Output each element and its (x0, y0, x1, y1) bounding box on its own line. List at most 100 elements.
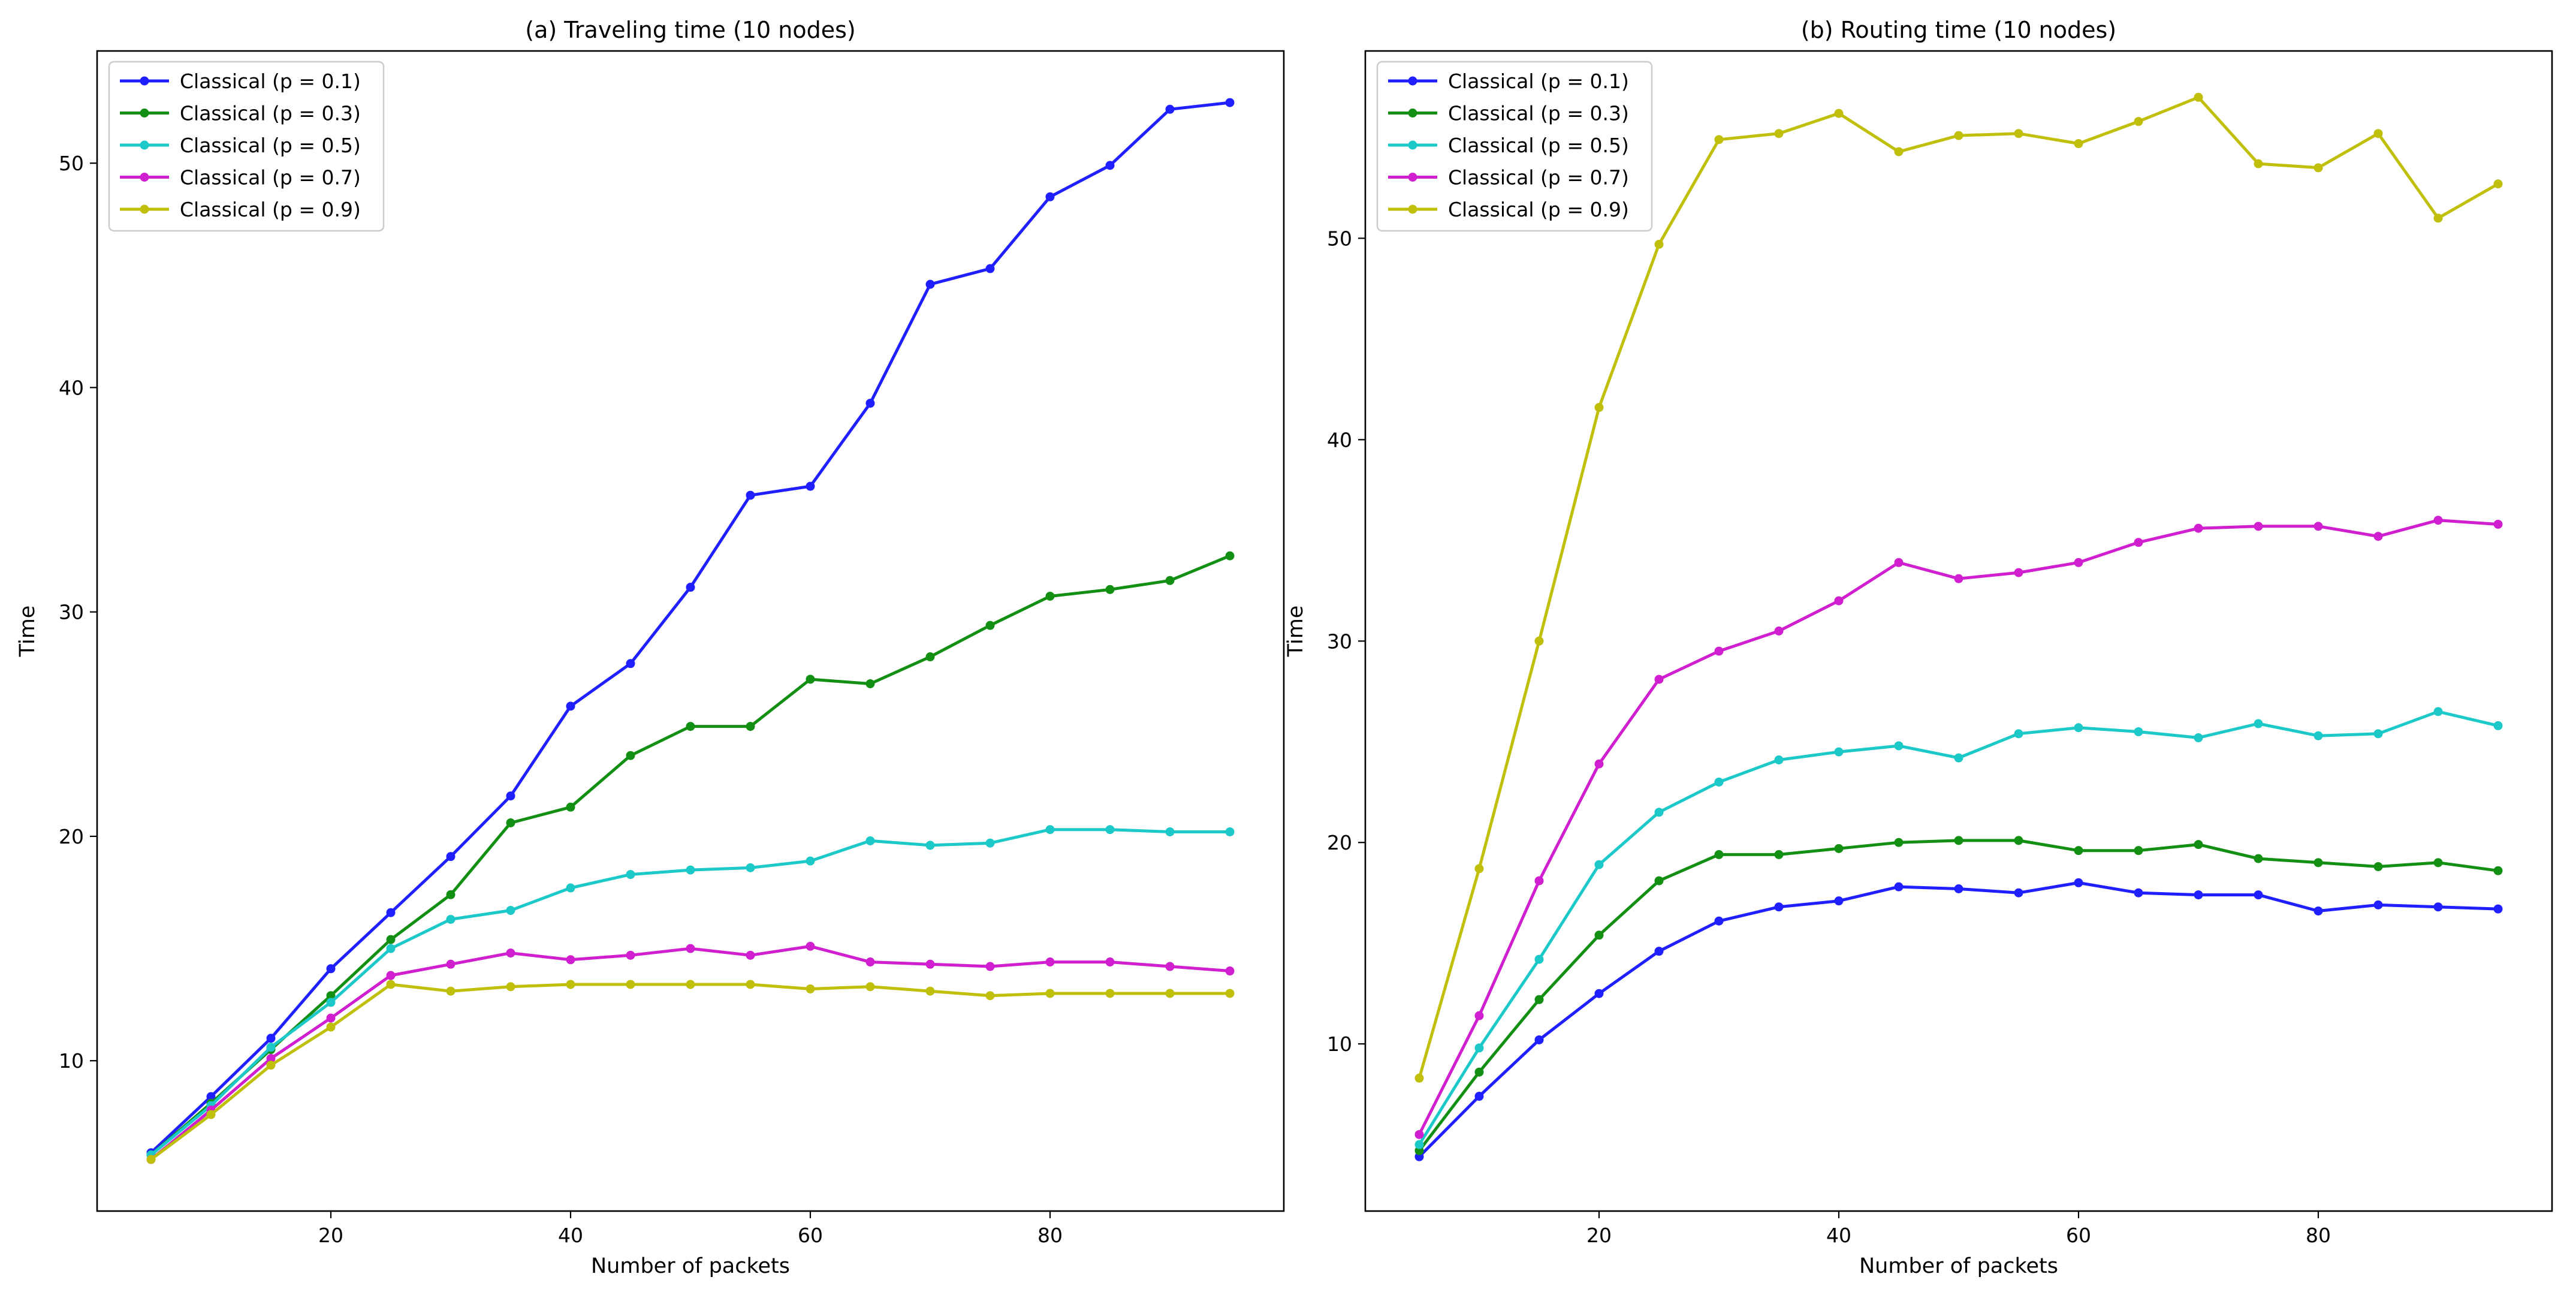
data-point-series-2 (2014, 836, 2023, 845)
legend-entry: Classical (p = 0.5) (180, 134, 361, 157)
x-tick-label: 80 (1037, 1224, 1063, 1247)
chart-title: (b) Routing time (10 nodes) (1801, 17, 2116, 43)
legend-swatch-marker (140, 204, 149, 214)
data-point-series-1 (506, 791, 515, 801)
data-point-series-1 (746, 490, 755, 500)
legend-entry: Classical (p = 0.5) (1448, 134, 1629, 157)
data-point-series-4 (2313, 522, 2323, 531)
chart-title: (a) Traveling time (10 nodes) (525, 17, 855, 43)
data-point-series-4 (2493, 519, 2503, 529)
data-point-series-2 (1654, 876, 1664, 886)
data-point-series-3 (566, 883, 575, 893)
data-point-series-4 (2194, 523, 2203, 533)
data-point-series-3 (686, 865, 695, 875)
legend-entry: Classical (p = 0.1) (1448, 70, 1629, 93)
chart-panel-a: (a) Traveling time (10 nodes) 20 40 60 80 10 2… (16, 17, 1285, 1278)
data-point-series-3 (2014, 729, 2023, 739)
data-point-series-4 (2254, 522, 2263, 531)
data-point-series-5 (506, 982, 515, 992)
data-point-series-5 (1045, 989, 1055, 998)
data-point-series-3 (1045, 825, 1055, 835)
data-point-series-5 (1474, 864, 1484, 874)
data-point-series-5 (985, 991, 995, 1001)
y-tick-label: 10 (1327, 1032, 1352, 1056)
data-point-series-2 (626, 751, 635, 760)
data-point-series-2 (1105, 585, 1115, 594)
data-point-series-1 (2313, 906, 2323, 915)
data-point-series-5 (566, 980, 575, 989)
x-tick-label: 20 (1586, 1224, 1612, 1247)
data-point-series-4 (985, 962, 995, 971)
data-point-series-2 (1225, 551, 1235, 561)
data-point-series-4 (1534, 876, 1544, 886)
x-tick-label: 60 (2066, 1224, 2091, 1247)
y-axis-label: Time (1284, 606, 1308, 658)
data-point-series-3 (266, 1043, 276, 1052)
data-point-series-4 (2373, 532, 2383, 541)
y-tick-label: 50 (59, 152, 84, 175)
data-point-series-1 (2254, 890, 2263, 900)
x-tick-label: 40 (1826, 1224, 1851, 1247)
data-point-series-5 (1414, 1073, 1424, 1083)
data-point-series-3 (2134, 727, 2143, 736)
data-point-series-3 (1714, 777, 1724, 787)
x-axis-label: Number of packets (591, 1254, 790, 1278)
data-point-series-3 (1165, 827, 1175, 836)
data-point-series-2 (1594, 930, 1604, 940)
data-point-series-2 (2313, 858, 2323, 868)
data-point-series-4 (1045, 957, 1055, 967)
data-point-series-2 (2254, 854, 2263, 863)
data-point-series-5 (1165, 989, 1175, 998)
legend-swatch-marker (140, 173, 149, 182)
data-point-series-5 (1954, 131, 1963, 140)
data-point-series-4 (1414, 1130, 1424, 1139)
data-point-series-3 (1654, 808, 1664, 817)
data-point-series-3 (2074, 723, 2083, 733)
data-point-series-5 (2194, 92, 2203, 102)
data-point-series-5 (865, 982, 875, 992)
data-point-series-1 (1165, 104, 1175, 114)
data-point-series-4 (566, 955, 575, 965)
data-point-series-1 (806, 481, 815, 491)
data-point-series-1 (1954, 884, 1963, 893)
data-point-series-3 (2493, 721, 2503, 730)
data-point-series-3 (746, 863, 755, 872)
data-point-series-3 (2194, 733, 2203, 743)
data-point-series-1 (686, 583, 695, 592)
legend-swatch-marker (1408, 204, 1417, 214)
data-point-series-3 (1954, 753, 1963, 763)
data-point-series-2 (1894, 838, 1904, 847)
data-point-series-2 (2194, 840, 2203, 850)
data-point-series-4 (626, 950, 635, 960)
data-point-series-4 (326, 1013, 336, 1023)
legend-swatch-marker (140, 109, 149, 118)
data-point-series-4 (686, 944, 695, 953)
y-tick-label: 10 (59, 1049, 84, 1073)
legend-entry: Classical (p = 0.3) (1448, 102, 1629, 125)
data-point-series-5 (2014, 129, 2023, 138)
data-point-series-4 (2134, 538, 2143, 547)
data-point-series-3 (2373, 729, 2383, 739)
data-point-series-1 (1045, 192, 1055, 201)
legend-swatch-marker (140, 76, 149, 86)
data-point-series-4 (386, 971, 396, 980)
data-point-series-4 (1834, 596, 1844, 606)
legend-swatch-marker (140, 140, 149, 150)
data-point-series-1 (2493, 904, 2503, 914)
data-point-series-1 (626, 659, 635, 668)
data-point-series-1 (386, 908, 396, 917)
data-point-series-1 (1894, 882, 1904, 892)
data-point-series-3 (806, 856, 815, 866)
y-tick-label: 50 (1327, 227, 1352, 250)
data-point-series-5 (1225, 989, 1235, 998)
y-axis-label: Time (16, 606, 40, 658)
data-point-series-2 (686, 722, 695, 731)
data-point-series-5 (925, 986, 935, 996)
data-point-series-4 (806, 941, 815, 951)
data-point-series-2 (2433, 858, 2443, 868)
data-point-series-4 (1894, 558, 1904, 567)
data-point-series-4 (1105, 957, 1115, 967)
data-point-series-5 (626, 980, 635, 989)
y-tick-label: 30 (59, 601, 84, 624)
data-point-series-5 (2254, 159, 2263, 168)
